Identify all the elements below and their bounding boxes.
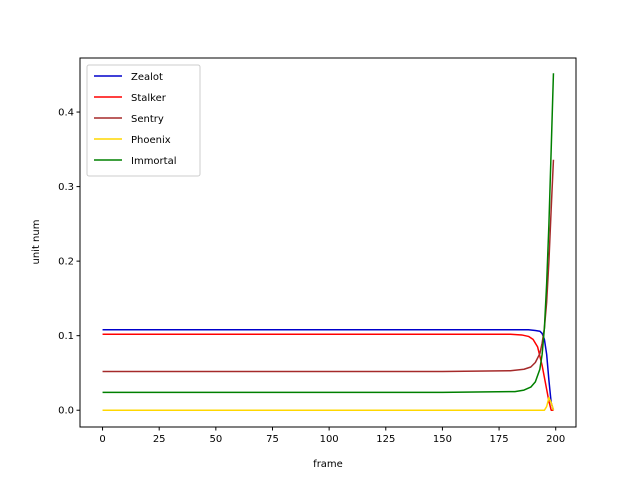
legend-label-phoenix: Phoenix: [131, 135, 171, 146]
x-tick-label: 50: [209, 434, 222, 445]
legend: Zealot Stalker Sentry Phoenix Immortal: [86, 64, 201, 177]
y-axis-ticks: 0.0 0.1 0.2 0.3 0.4: [58, 108, 80, 417]
x-tick-label: 200: [546, 434, 565, 445]
legend-label-immortal: Immortal: [131, 156, 177, 167]
legend-label-sentry: Sentry: [131, 114, 164, 125]
y-tick-label: 0.2: [58, 257, 74, 268]
legend-box: [86, 64, 201, 177]
x-tick-label: 150: [433, 434, 452, 445]
y-tick-label: 0.1: [58, 331, 74, 342]
plot-frame: [79, 57, 577, 428]
series-line-phoenix: [102, 396, 555, 411]
x-tick-label: 175: [490, 434, 509, 445]
series-line-sentry: [102, 159, 555, 373]
y-tick-label: 0.4: [58, 108, 74, 119]
legend-label-zealot: Zealot: [131, 72, 163, 83]
series-line-immortal: [102, 73, 555, 394]
x-tick-label: 125: [376, 434, 395, 445]
legend-label-stalker: Stalker: [131, 93, 167, 104]
x-axis-label: frame: [313, 459, 343, 470]
series-layer: [102, 73, 555, 411]
x-tick-label: 100: [320, 434, 339, 445]
x-tick-label: 25: [153, 434, 166, 445]
x-axis-ticks: 0 25 50 75 100 125 150 175 200: [99, 427, 565, 445]
x-tick-label: 0: [99, 434, 105, 445]
y-tick-label: 0.3: [58, 182, 74, 193]
x-tick-label: 75: [266, 434, 279, 445]
y-axis-label: unit num: [31, 220, 42, 265]
series-line-zealot: [102, 328, 555, 411]
y-tick-label: 0.0: [58, 406, 74, 417]
